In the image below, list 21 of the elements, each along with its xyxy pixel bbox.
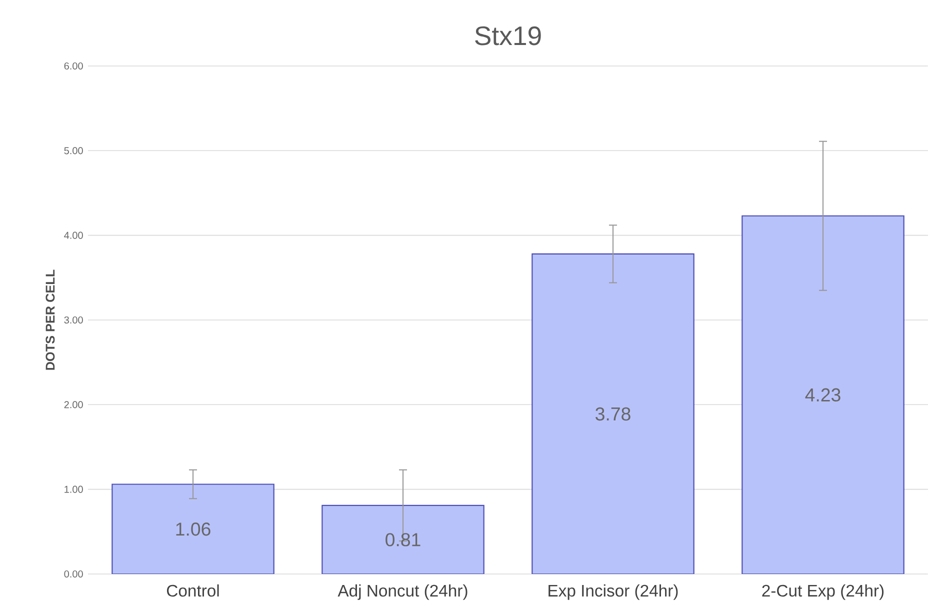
- x-tick-label: 2-Cut Exp (24hr): [762, 584, 884, 600]
- y-tick-label: 3.00: [64, 316, 83, 324]
- y-tick-label: 2.00: [64, 401, 83, 408]
- bar: [322, 504, 484, 574]
- y-tick-label: 0.00: [64, 570, 83, 578]
- y-tick-label: 6.00: [64, 62, 83, 70]
- data-label: 4.23: [805, 388, 840, 402]
- x-tick-label: Control: [166, 584, 219, 597]
- bar: [112, 484, 274, 574]
- y-axis-title: DOTS PER CELL: [46, 270, 55, 370]
- bar: [532, 254, 694, 574]
- x-tick-label: Adj Noncut (24hr): [338, 584, 468, 600]
- y-tick-label: 4.00: [64, 232, 83, 239]
- y-tick-label: 5.00: [64, 147, 83, 154]
- x-tick-label: Exp Incisor (24hr): [548, 584, 678, 600]
- data-label: 1.06: [176, 522, 210, 536]
- bar: [742, 215, 904, 574]
- chart-title: Stx19: [475, 26, 541, 46]
- data-label: 3.78: [596, 407, 630, 421]
- y-tick-label: 1.00: [64, 486, 83, 493]
- data-label: 0.81: [386, 533, 420, 546]
